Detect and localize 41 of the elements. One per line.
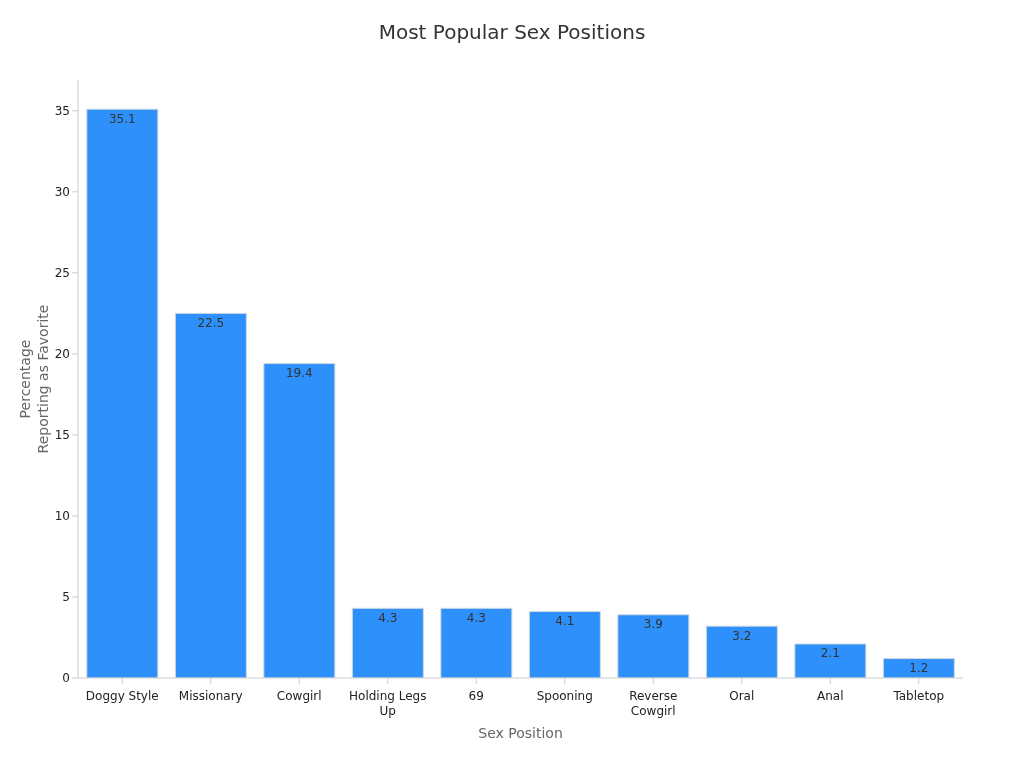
bar	[174, 312, 247, 678]
bar	[86, 108, 159, 678]
data-label: 4.1	[555, 614, 575, 629]
y-tick-label: 15	[54, 428, 70, 443]
x-tick-label: Oral	[729, 689, 755, 703]
data-label: 22.5	[197, 315, 225, 330]
bar	[528, 611, 601, 678]
y-tick-label: 0	[62, 671, 70, 686]
bar	[617, 614, 690, 678]
x-axis-title: Sex Position	[478, 725, 563, 741]
y-tick-label: 10	[54, 509, 70, 524]
data-label: 1.2	[909, 661, 929, 676]
x-tick-label: Missionary	[178, 689, 243, 703]
chart-title: Most Popular Sex Positions	[377, 20, 647, 44]
data-label: 3.2	[732, 628, 752, 643]
y-tick-label: 30	[54, 185, 70, 200]
x-tick-label: Doggy Style	[85, 689, 159, 703]
x-tick-label: Spooning	[536, 689, 593, 703]
data-label: 4.3	[378, 610, 398, 625]
x-tick-label: Holding Legs Up	[349, 689, 427, 718]
x-tick-label: Reverse Cowgirl	[629, 689, 678, 718]
bar	[794, 643, 867, 678]
data-label: 35.1	[108, 111, 136, 126]
bar	[882, 658, 955, 678]
x-tick-label: Anal	[816, 689, 844, 703]
data-label: 4.3	[466, 610, 486, 625]
bar	[440, 607, 513, 678]
y-tick-label: 20	[54, 347, 70, 362]
bar	[351, 607, 424, 678]
bar	[705, 625, 778, 678]
x-tick-label: Cowgirl	[276, 689, 322, 703]
bar	[263, 363, 336, 678]
data-label: 2.1	[820, 646, 840, 661]
x-tick-label: Tabletop	[892, 689, 945, 703]
y-tick-label: 5	[62, 590, 70, 605]
data-label: 19.4	[285, 366, 313, 381]
y-axis-title: Percentage Reporting as Favorite	[17, 304, 51, 454]
y-tick-label: 25	[54, 266, 70, 281]
data-label: 3.9	[643, 617, 663, 632]
x-tick-label: 69	[468, 689, 484, 703]
y-tick-label: 35	[54, 104, 70, 119]
